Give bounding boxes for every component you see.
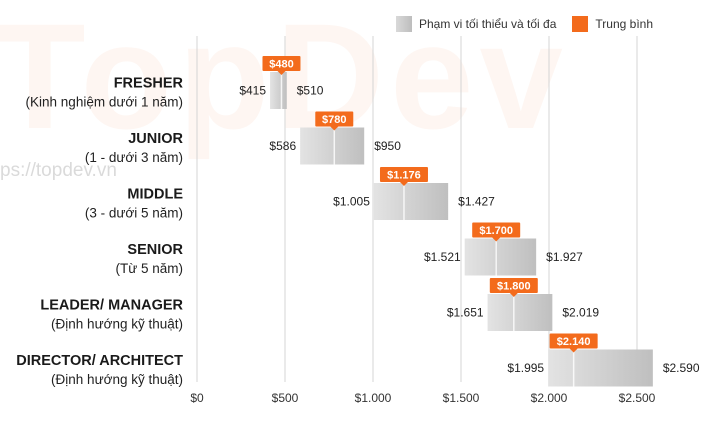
category-subtitle: (3 - dưới 5 năm) (85, 206, 183, 221)
x-tick-label: $1.000 (355, 391, 392, 405)
average-callout-box (549, 333, 598, 349)
average-callout-pointer (277, 71, 286, 75)
category-title: SENIOR (127, 242, 183, 258)
average-value-label: $1.800 (497, 281, 531, 293)
range-max-label: $2.590 (663, 361, 700, 375)
range-bar (487, 294, 553, 331)
range-bar (548, 349, 653, 387)
range-min-label: $586 (269, 139, 296, 153)
average-value-label: $780 (322, 114, 346, 126)
range-max-label: $950 (374, 139, 401, 153)
average-callout-box (315, 111, 354, 127)
range-max-label: $1.427 (458, 195, 495, 209)
range-max-label: $2.019 (562, 306, 599, 320)
average-value-label: $2.140 (557, 336, 591, 348)
legend-range-swatch (396, 16, 412, 32)
range-bar (464, 238, 537, 276)
range-bar (270, 72, 287, 109)
x-tick-label: $0 (190, 391, 204, 405)
average-value-label: $1.176 (387, 170, 421, 182)
category-subtitle: (Định hướng kỹ thuật) (51, 372, 183, 387)
legend-item-average: Trung bình (572, 16, 653, 32)
category-subtitle: (1 - dưới 3 năm) (85, 150, 183, 165)
average-callout-pointer (569, 348, 578, 353)
x-tick-label: $2.500 (619, 391, 656, 405)
range-min-label: $1.521 (424, 250, 461, 264)
range-max-label: $510 (297, 84, 324, 98)
legend-range-label: Phạm vi tối thiểu và tối đa (419, 17, 557, 31)
category-title: MIDDLE (127, 187, 183, 203)
category-title: DIRECTOR/ ARCHITECT (16, 353, 183, 369)
category-subtitle: (Từ 5 năm) (115, 261, 183, 276)
average-callout-pointer (330, 126, 339, 131)
range-bar (373, 183, 449, 220)
range-max-label: $1.927 (546, 250, 583, 264)
x-tick-label: $2.000 (531, 391, 568, 405)
legend-average-swatch (572, 16, 589, 32)
legend-item-range: Phạm vi tối thiểu và tối đa (396, 16, 556, 32)
average-value-label: $1.700 (479, 225, 513, 237)
x-tick-label: $1.500 (443, 391, 480, 405)
legend-average-label: Trung bình (595, 17, 654, 31)
category-subtitle: (Định hướng kỹ thuật) (51, 317, 183, 332)
range-min-label: $415 (239, 84, 266, 98)
x-tick-label: $500 (272, 391, 299, 405)
category-title: FRESHER (114, 76, 184, 92)
average-callout-box (472, 222, 521, 238)
range-bar (300, 127, 365, 165)
category-title: JUNIOR (128, 131, 183, 147)
average-callout-pointer (492, 237, 501, 242)
average-callout-box (379, 167, 428, 182)
average-callout-pointer (399, 182, 408, 186)
chart-legend: Phạm vi tối thiểu và tối đa Trung bình (396, 16, 669, 32)
range-min-label: $1.995 (507, 361, 544, 375)
range-min-label: $1.651 (447, 306, 484, 320)
average-callout-box (489, 278, 538, 293)
average-callout-box (262, 56, 301, 71)
category-subtitle: (Kinh nghiệm dưới 1 năm) (26, 95, 183, 110)
average-value-label: $480 (269, 59, 293, 71)
range-min-label: $1.005 (333, 195, 370, 209)
average-callout-pointer (509, 293, 518, 297)
category-title: LEADER/ MANAGER (40, 298, 183, 314)
